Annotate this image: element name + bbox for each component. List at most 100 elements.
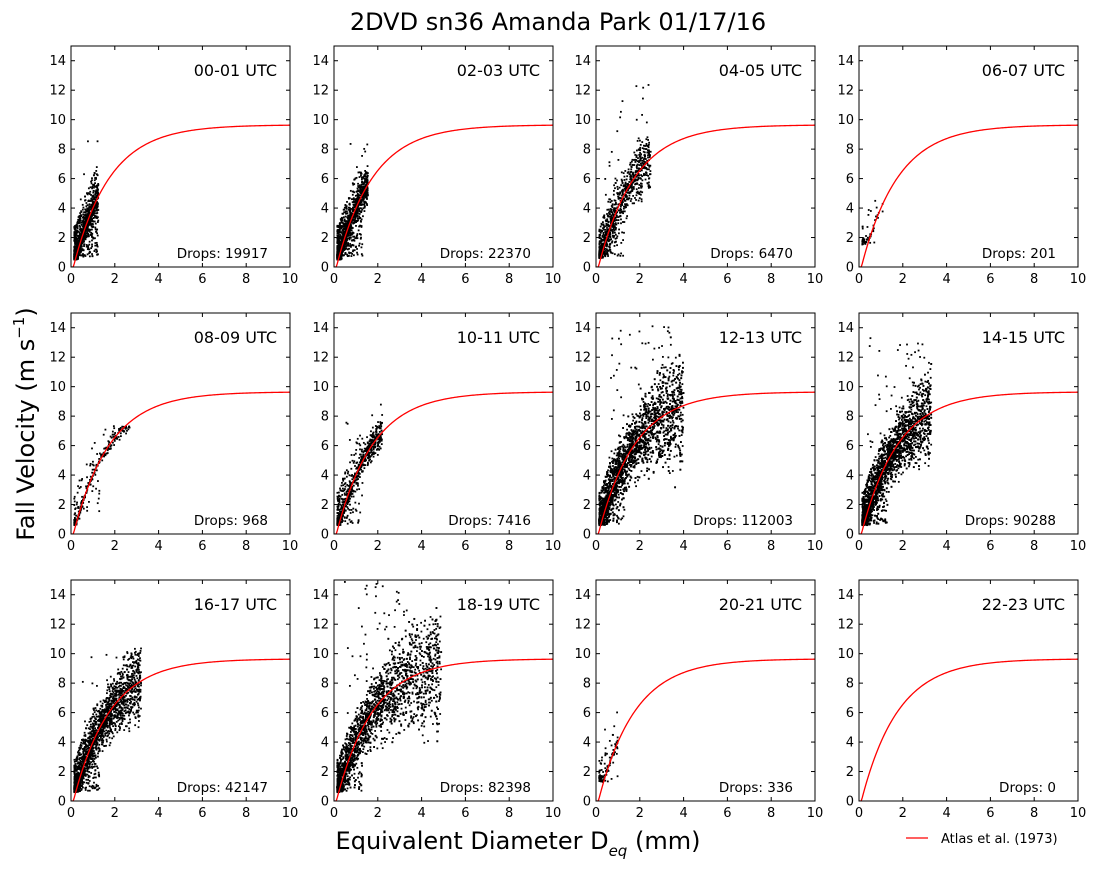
drop-point bbox=[640, 185, 642, 187]
drop-point bbox=[85, 245, 88, 248]
drop-point bbox=[81, 238, 84, 241]
drop-point bbox=[75, 231, 77, 234]
drop-point bbox=[341, 229, 344, 232]
drop-point bbox=[636, 163, 639, 166]
drop-point bbox=[375, 429, 378, 432]
drop-point bbox=[351, 193, 354, 196]
drop-point bbox=[346, 222, 349, 225]
drop-point bbox=[363, 206, 366, 209]
drop-point bbox=[641, 191, 644, 194]
drop-point bbox=[348, 203, 351, 206]
drop-point bbox=[340, 507, 343, 510]
drop-point bbox=[92, 201, 95, 204]
drop-point bbox=[95, 464, 98, 467]
drop-point bbox=[346, 516, 348, 519]
drop-point bbox=[365, 172, 368, 174]
drop-point bbox=[351, 232, 354, 235]
drop-point bbox=[619, 116, 622, 119]
drop-point bbox=[371, 414, 374, 417]
drop-point bbox=[336, 234, 339, 237]
drop-point bbox=[359, 191, 361, 194]
drop-point bbox=[648, 149, 650, 152]
drop-point bbox=[350, 492, 352, 495]
drop-point bbox=[340, 219, 343, 221]
drop-point bbox=[359, 200, 362, 203]
drop-point bbox=[344, 471, 347, 474]
drop-point bbox=[96, 212, 99, 214]
drop-point bbox=[356, 187, 359, 190]
drop-point bbox=[96, 232, 98, 235]
drop-point bbox=[98, 489, 101, 492]
drop-point bbox=[630, 175, 633, 178]
drop-point bbox=[356, 220, 359, 222]
drop-point bbox=[864, 242, 867, 245]
drop-point bbox=[73, 516, 76, 519]
drop-point bbox=[641, 165, 643, 168]
drop-point bbox=[620, 184, 623, 187]
drop-point bbox=[355, 176, 358, 179]
drop-point bbox=[336, 523, 339, 526]
drop-point bbox=[626, 215, 629, 217]
drop-point bbox=[79, 198, 82, 201]
drop-point bbox=[610, 209, 613, 212]
drop-point bbox=[637, 192, 640, 194]
drop-point bbox=[359, 188, 362, 191]
drop-point bbox=[336, 248, 339, 251]
drop-point bbox=[350, 221, 353, 224]
drop-point bbox=[599, 251, 602, 254]
drop-point bbox=[647, 156, 649, 159]
drop-point bbox=[336, 515, 339, 517]
drop-point bbox=[347, 244, 350, 247]
drop-point bbox=[598, 246, 601, 249]
drop-point bbox=[629, 186, 632, 189]
drop-point bbox=[336, 255, 339, 257]
drop-point bbox=[629, 175, 632, 178]
drop-point bbox=[344, 488, 346, 490]
drop-point bbox=[632, 173, 635, 176]
drop-point bbox=[353, 249, 356, 252]
drop-point bbox=[881, 210, 884, 213]
drop-point bbox=[638, 191, 641, 194]
drop-point bbox=[869, 210, 872, 212]
drop-point bbox=[81, 248, 84, 250]
drop-point bbox=[343, 498, 346, 501]
y-tick-label: 6 bbox=[321, 439, 329, 454]
drop-point bbox=[365, 175, 367, 178]
drop-point bbox=[609, 217, 612, 220]
drop-point bbox=[91, 214, 94, 216]
drop-point bbox=[92, 464, 95, 467]
drop-point bbox=[613, 229, 616, 232]
drop-point bbox=[89, 222, 92, 225]
drop-point bbox=[90, 204, 93, 207]
drop-point bbox=[620, 218, 622, 221]
y-axis-label-superscript: −1 bbox=[10, 317, 28, 339]
drop-point bbox=[338, 237, 341, 240]
drop-point bbox=[88, 220, 91, 223]
drop-point bbox=[346, 212, 349, 215]
drop-point bbox=[619, 254, 622, 257]
drop-point bbox=[357, 478, 359, 480]
drop-point bbox=[638, 184, 641, 186]
drop-point bbox=[641, 185, 643, 188]
drop-point bbox=[96, 186, 98, 189]
drop-point bbox=[641, 162, 644, 164]
drop-point bbox=[366, 188, 369, 191]
drop-point bbox=[638, 193, 641, 195]
y-tick-label: 2 bbox=[321, 498, 329, 513]
x-tick-label: 0 bbox=[67, 272, 75, 287]
drop-point bbox=[85, 244, 88, 246]
drop-point bbox=[97, 193, 100, 196]
drop-point bbox=[343, 477, 346, 480]
drop-point bbox=[86, 218, 89, 221]
drop-point bbox=[648, 143, 650, 146]
drop-point bbox=[87, 192, 90, 195]
drop-point bbox=[89, 221, 92, 224]
drop-point bbox=[79, 247, 82, 250]
drop-point bbox=[366, 448, 368, 451]
drop-point bbox=[359, 468, 362, 471]
drop-point bbox=[341, 490, 344, 492]
drop-point bbox=[77, 257, 79, 260]
drop-point bbox=[615, 207, 617, 210]
